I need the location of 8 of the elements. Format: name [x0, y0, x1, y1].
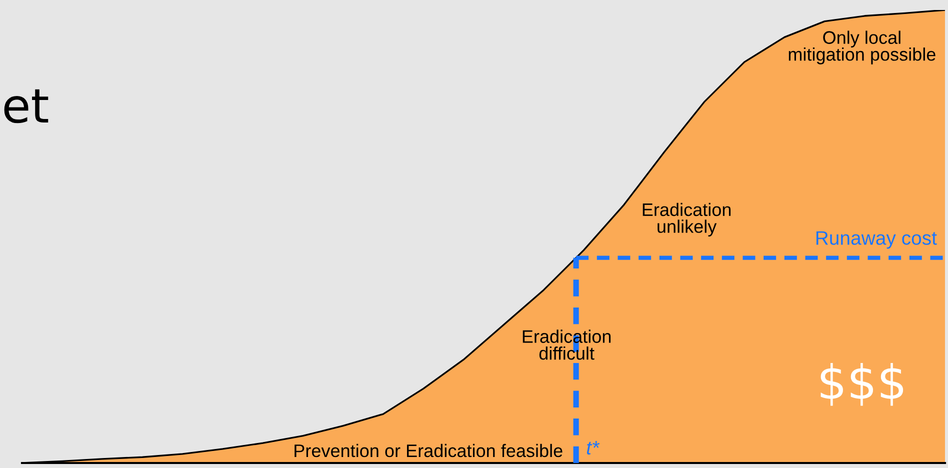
annotation: Eradication unlikely	[642, 202, 731, 236]
annotation: $$$	[820, 362, 904, 406]
annotation: Prevention or Eradication feasible	[294, 444, 562, 458]
annotation: Only local mitigation possible	[788, 30, 936, 64]
annotation: t*	[586, 441, 600, 455]
annotation: Eradication difficult	[522, 330, 611, 360]
ref-line-label: Runaway cost	[816, 231, 937, 249]
annotation: et	[4, 89, 48, 124]
